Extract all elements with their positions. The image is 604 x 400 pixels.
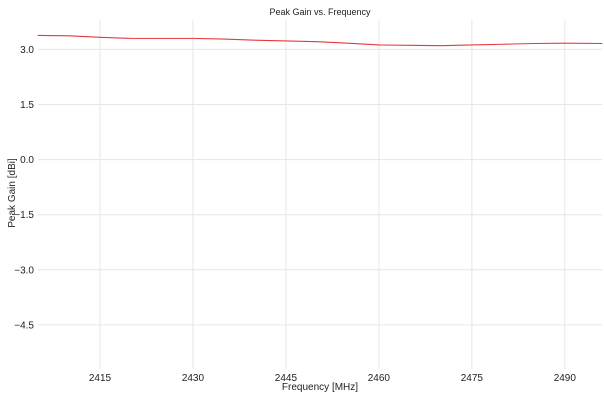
y-tick-label: 1.5 — [20, 100, 34, 111]
x-tick-label: 2475 — [461, 373, 484, 384]
chart-title: Peak Gain vs. Frequency — [269, 7, 371, 17]
x-tick-label: 2490 — [554, 373, 577, 384]
x-gridlines — [99, 20, 566, 369]
y-tick-labels: 3.0 1.5 0.0 −1.5 −3.0 −4.5 — [14, 45, 34, 332]
y-tick-label: 3.0 — [20, 45, 34, 56]
x-axis-label: Frequency [MHz] — [282, 382, 358, 393]
series-line — [37, 34, 603, 47]
y-gridlines — [38, 48, 602, 326]
series-layer — [37, 34, 603, 47]
x-tick-label: 2445 — [275, 373, 298, 384]
y-tick-label: −4.5 — [14, 320, 34, 331]
y-axis-label: Peak Gain [dBi] — [7, 158, 18, 228]
y-tick-label: −1.5 — [14, 210, 34, 221]
y-tick-label: 0.0 — [20, 155, 34, 166]
x-tick-label: 2460 — [368, 373, 391, 384]
y-tick-label: −3.0 — [14, 265, 34, 276]
x-tick-labels: 2415 2430 2445 2460 2475 2490 — [89, 373, 577, 384]
x-tick-label: 2415 — [89, 373, 112, 384]
x-tick-label: 2430 — [182, 373, 205, 384]
plot-area — [38, 20, 602, 369]
